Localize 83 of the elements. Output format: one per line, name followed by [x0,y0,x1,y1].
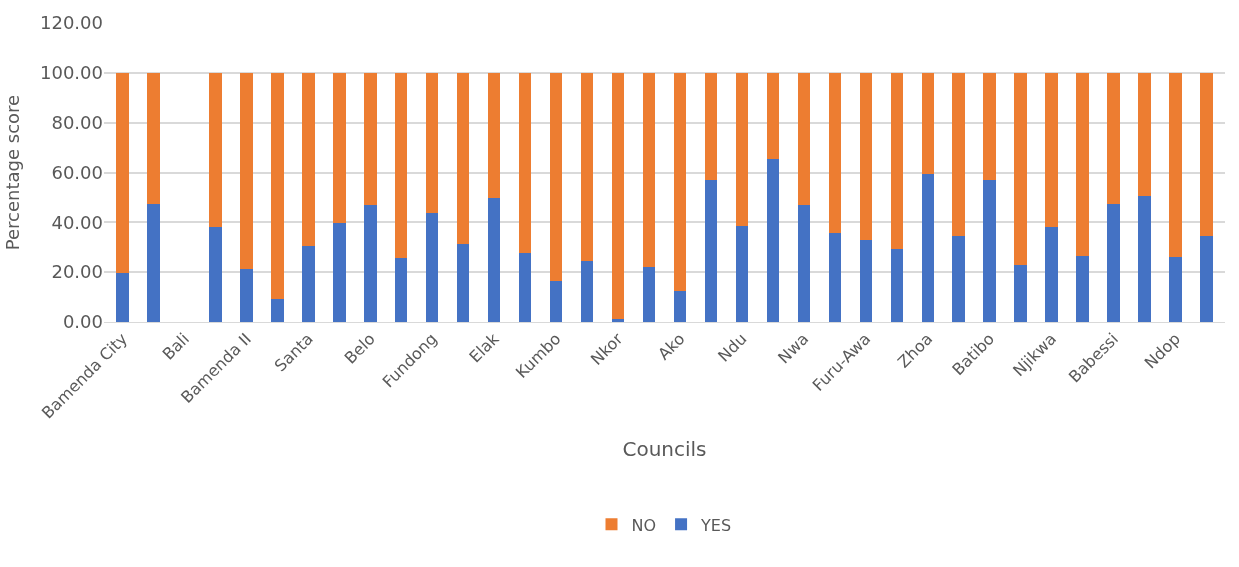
bar [1107,72,1120,205]
bar [1138,195,1151,322]
bar [797,205,811,322]
bar [890,248,903,322]
bar [271,299,284,322]
y-axis-title: Percentage score [2,94,24,251]
x-tick-label: Ndu [714,329,751,366]
bar [487,198,501,322]
bar [859,72,872,240]
bar [1014,72,1027,266]
bar [952,235,965,322]
y-tick-label: 100.00 [40,62,103,84]
bar [921,174,934,322]
bar [1138,72,1151,196]
y-tick-label: 40.00 [51,211,103,233]
bar [797,72,811,206]
bar [580,72,594,261]
bar [518,252,532,322]
bar [116,272,129,322]
bar [457,243,470,322]
bar [333,222,346,322]
bar [549,72,563,282]
bar [271,72,284,300]
bar [1076,255,1089,322]
bar [921,72,934,174]
bar [457,72,470,244]
bar [952,72,965,236]
bar [240,72,253,269]
bar [890,72,903,249]
bar [735,72,749,226]
bar [828,233,842,322]
y-tick-label: 80.00 [51,111,103,133]
bar [983,72,996,181]
bar [116,72,129,273]
bar [735,225,749,322]
bar [426,72,439,214]
bar [364,205,377,322]
bar [1045,226,1058,322]
bar [147,72,160,205]
bar [1045,72,1058,227]
bar [673,72,687,292]
y-tick-label: 120.00 [40,12,103,34]
bar [147,204,160,322]
bar [642,267,656,322]
y-tick-label: 0.00 [62,311,103,333]
bar [983,180,996,322]
bar [395,72,408,259]
bar [580,260,594,322]
bar [1014,265,1027,322]
bar [302,72,315,247]
bar [766,159,780,322]
bar [209,72,222,228]
bar [364,72,377,206]
bar [859,239,872,322]
bar [395,258,408,322]
bar [611,318,625,322]
bar [704,180,718,322]
bar [487,72,501,199]
legend-label: NO [631,515,657,535]
bar [704,72,718,181]
bar [240,268,253,322]
bar [549,281,563,322]
bar [1107,204,1120,322]
bar [1169,72,1182,257]
bar [673,291,687,322]
bar [828,72,842,234]
x-tick-label: Ako [654,329,689,364]
bar [611,72,625,319]
x-axis-title: Councils [622,436,707,461]
bar [642,72,656,268]
y-tick-label: 60.00 [51,161,103,183]
bar [1200,72,1213,236]
bar [518,72,532,253]
bar [1076,72,1089,256]
bar [766,72,780,160]
bar [1169,256,1182,322]
bar [333,72,346,223]
y-tick-label: 20.00 [51,261,103,283]
bar [426,213,439,322]
legend-label: YES [700,515,732,535]
bar [1200,235,1213,322]
bar [302,246,315,322]
bar [209,227,222,322]
